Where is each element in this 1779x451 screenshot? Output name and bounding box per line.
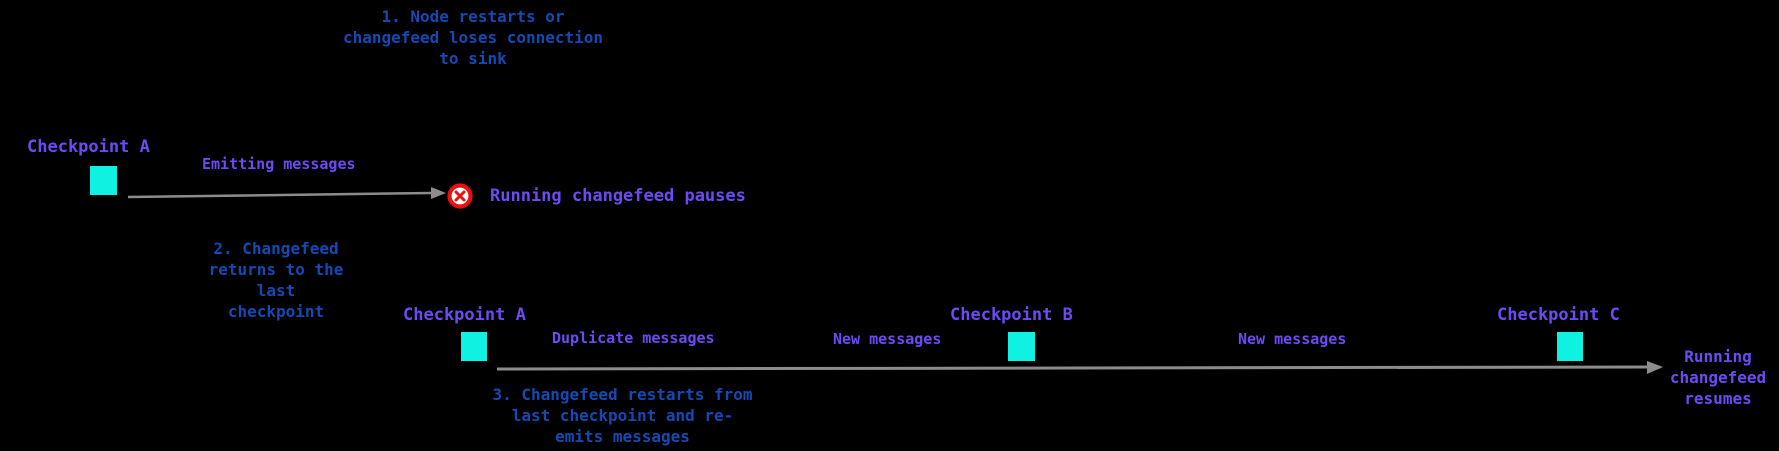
step3-note-line1: 3. Changefeed restarts from bbox=[492, 385, 753, 404]
checkpoint-b-marker bbox=[1008, 332, 1035, 361]
step2-note-line3: last bbox=[256, 281, 296, 300]
emitting-messages-label: Emitting messages bbox=[202, 155, 356, 173]
step3-note: 3. Changefeed restarts from last checkpo… bbox=[470, 384, 775, 447]
step2-note-line1: 2. Changefeed bbox=[213, 239, 339, 258]
step1-note: 1. Node restarts or changefeed loses con… bbox=[320, 6, 626, 69]
checkpoint-c-label: Checkpoint C bbox=[1497, 305, 1620, 325]
checkpoint-b-label: Checkpoint B bbox=[950, 305, 1073, 325]
resume-line1: Running bbox=[1684, 347, 1752, 366]
checkpoint-c-marker bbox=[1557, 332, 1583, 361]
step3-note-line2: last checkpoint and re- bbox=[511, 406, 734, 425]
row1-timeline-arrow bbox=[127, 187, 446, 199]
step2-note-line4: checkpoint bbox=[227, 302, 325, 321]
running-changefeed-resumes-label: Running changefeed resumes bbox=[1659, 346, 1777, 409]
step2-note-line2: returns to the bbox=[208, 260, 344, 279]
running-changefeed-pauses-label: Running changefeed pauses bbox=[490, 186, 746, 206]
step1-note-line3: to sink bbox=[439, 49, 507, 68]
step2-note: 2. Changefeed returns to the last checkp… bbox=[176, 238, 376, 322]
row1-arrowhead-icon bbox=[431, 187, 446, 199]
step1-note-line2: changefeed loses connection bbox=[342, 28, 604, 47]
row2-checkpoint-a-marker bbox=[461, 332, 487, 361]
row1-checkpoint-a-marker bbox=[90, 166, 117, 195]
duplicate-messages-label: Duplicate messages bbox=[552, 329, 715, 347]
pause-cancel-icon bbox=[447, 183, 473, 209]
step3-note-line3: emits messages bbox=[555, 427, 690, 446]
resume-line3: resumes bbox=[1684, 389, 1752, 408]
step1-note-line1: 1. Node restarts or bbox=[381, 7, 565, 26]
new-messages-1-label: New messages bbox=[833, 330, 942, 348]
row2-arrowhead-icon bbox=[1647, 361, 1663, 374]
new-messages-2-label: New messages bbox=[1238, 330, 1347, 348]
row2-checkpoint-a-label: Checkpoint A bbox=[403, 305, 526, 325]
row2-timeline-arrow bbox=[496, 361, 1663, 374]
resume-line2: changefeed bbox=[1669, 368, 1767, 387]
row1-checkpoint-a-label: Checkpoint A bbox=[27, 137, 150, 157]
